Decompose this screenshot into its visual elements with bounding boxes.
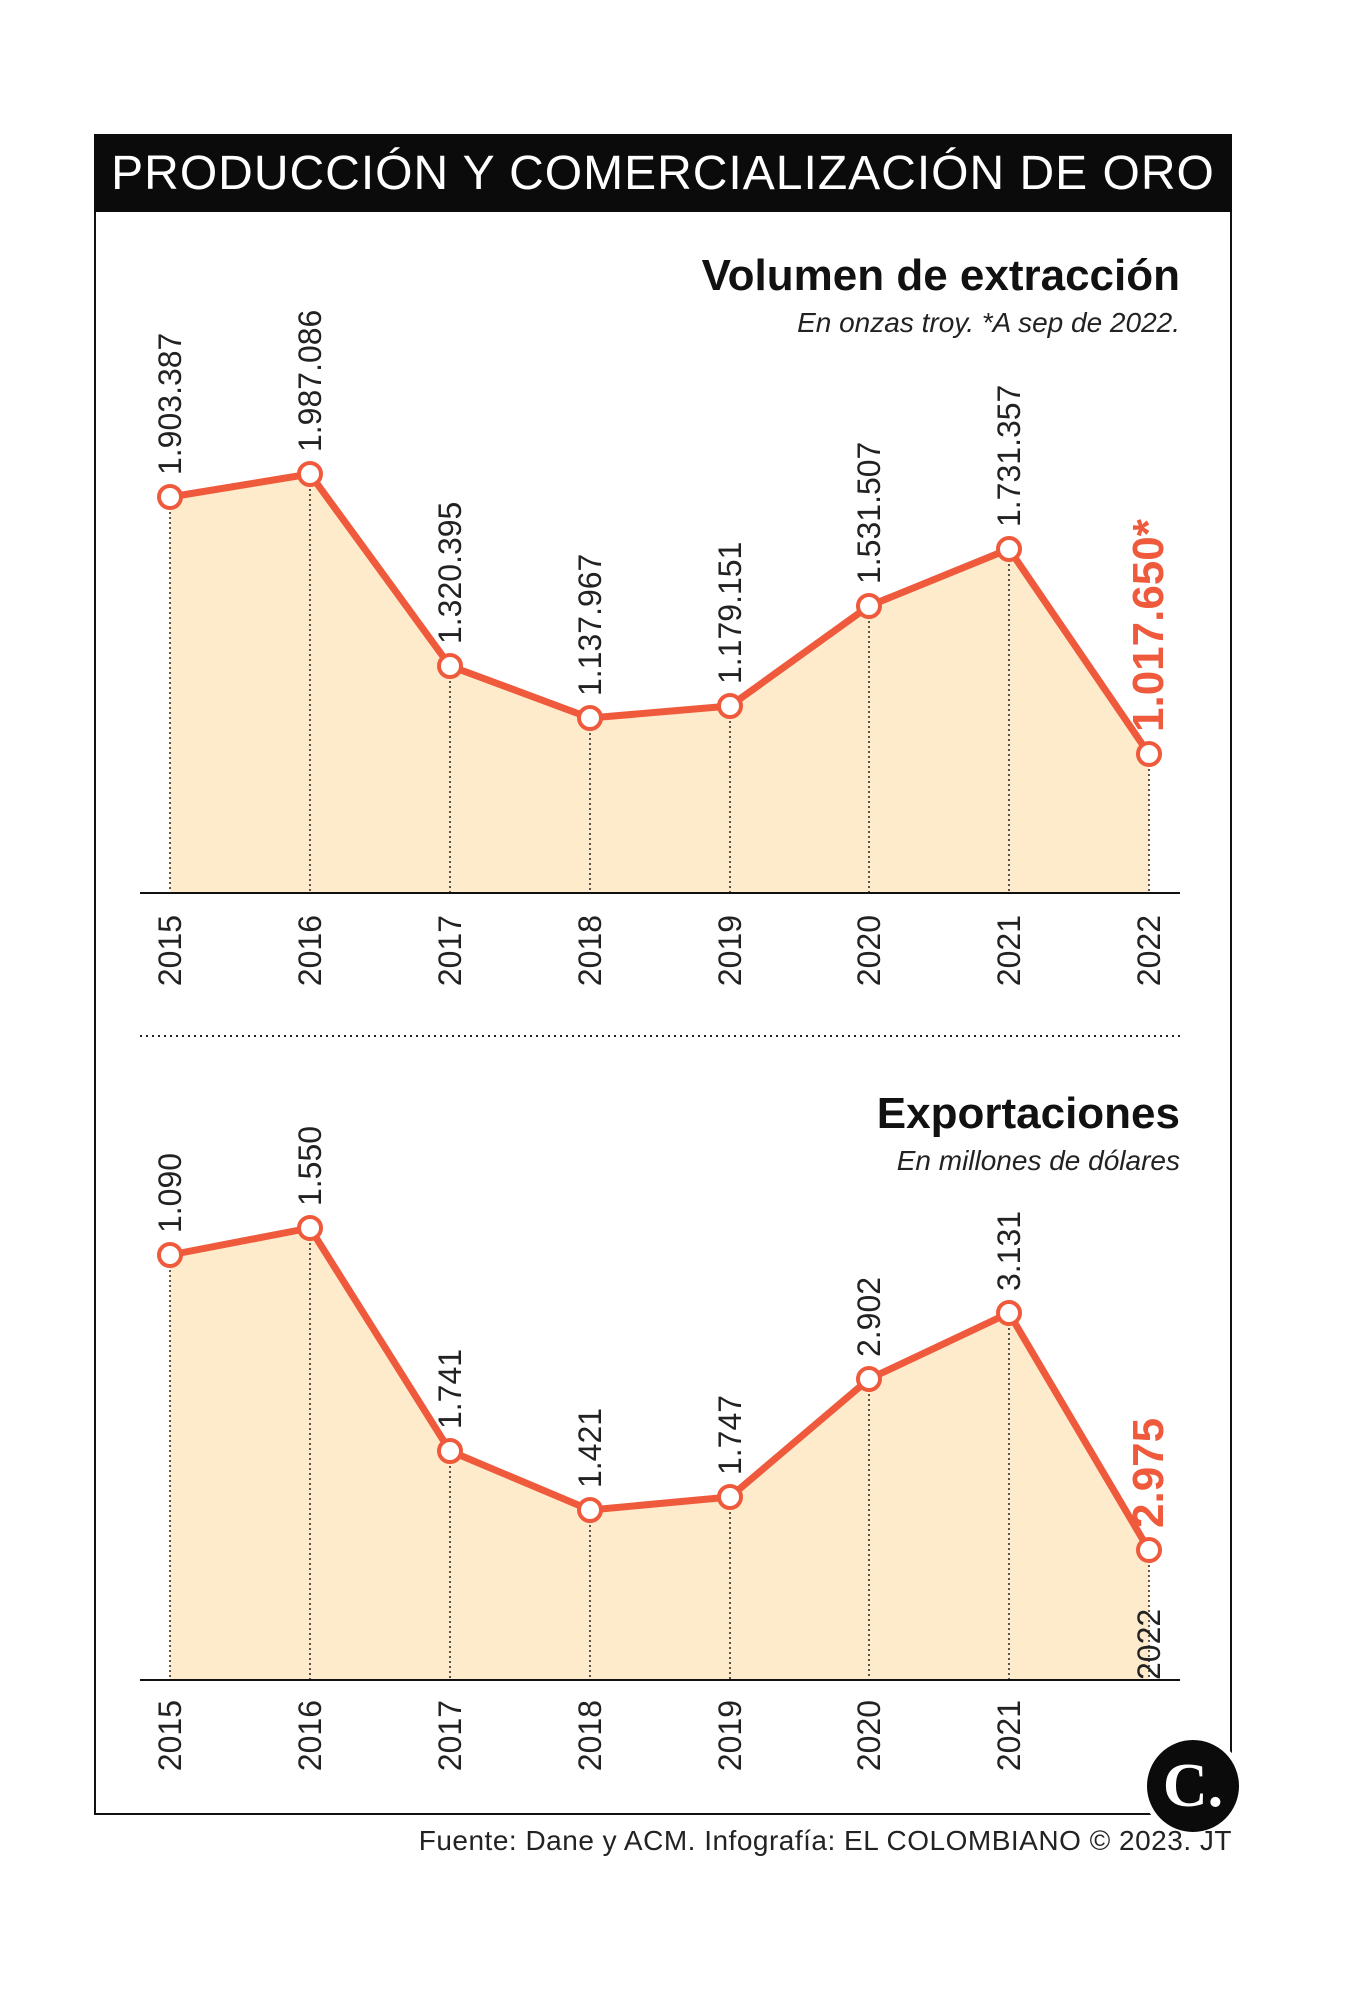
- x-tick-label: 2021: [991, 1700, 1027, 1771]
- value-label: 1.731.357: [991, 385, 1027, 527]
- value-label: 1.987.086: [292, 310, 328, 452]
- data-point: [856, 593, 882, 619]
- data-point: [437, 1438, 463, 1464]
- value-label: 1.741: [432, 1349, 468, 1429]
- data-point: [717, 693, 743, 719]
- x-tick-label: 2016: [292, 1700, 328, 1771]
- value-label: 1.903.387: [152, 333, 188, 475]
- chart-title: Volumen de extracción: [702, 251, 1180, 300]
- x-tick-label: 2020: [851, 1700, 887, 1771]
- data-point: [157, 484, 183, 510]
- source-credit: Fuente: Dane y ACM. Infografía: EL COLOM…: [418, 1825, 1232, 1856]
- x-tick-label: 2019: [712, 1700, 748, 1771]
- series-line: [166, 470, 1153, 758]
- chart-2: Exportaciones En millones de dólares 1.090…: [140, 1089, 1180, 1771]
- highlight-value-label: 2.975: [1124, 1418, 1173, 1528]
- data-point: [297, 461, 323, 487]
- x-tick-label: 2021: [991, 915, 1027, 986]
- el-colombiano-logo: C.: [1142, 1735, 1244, 1837]
- data-point: [157, 1242, 183, 1268]
- value-label: 1.531.507: [851, 442, 887, 584]
- x-tick-label: 2015: [152, 1700, 188, 1771]
- data-point: [577, 1497, 603, 1523]
- chart-subtitle: En onzas troy. *A sep de 2022.: [797, 307, 1180, 338]
- area-fill: [170, 1228, 1149, 1680]
- x-tick-label: 2017: [432, 1700, 468, 1771]
- value-label: 3.131: [991, 1211, 1027, 1291]
- data-point: [1136, 741, 1162, 767]
- data-point: [1136, 1537, 1162, 1563]
- value-label: 1.090: [152, 1153, 188, 1233]
- value-label: 2.902: [851, 1277, 887, 1357]
- x-tick-label: 2022: [1131, 1609, 1167, 1680]
- x-tick-label: 2018: [572, 1700, 608, 1771]
- data-point: [856, 1366, 882, 1392]
- x-tick-label: 2022: [1131, 915, 1167, 986]
- value-label: 1.320.395: [432, 502, 468, 644]
- chart-1: Volumen de extracción En onzas troy. *A s…: [140, 251, 1180, 986]
- page-title: PRODUCCIÓN Y COMERCIALIZACIÓN DE ORO: [94, 134, 1232, 212]
- x-tick-label: 2015: [152, 915, 188, 986]
- chart-title: Exportaciones: [877, 1089, 1180, 1138]
- data-point: [577, 705, 603, 731]
- x-tick-label: 2016: [292, 915, 328, 986]
- value-label: 1.747: [712, 1395, 748, 1475]
- value-label: 1.421: [572, 1408, 608, 1488]
- value-label: 1.179.151: [712, 542, 748, 684]
- data-point: [996, 1300, 1022, 1326]
- series-line: [166, 1224, 1153, 1554]
- data-point: [297, 1215, 323, 1241]
- chart-subtitle: En millones de dólares: [897, 1145, 1180, 1176]
- data-point: [717, 1484, 743, 1510]
- highlight-value-label: 1.017.650*: [1124, 518, 1173, 732]
- x-tick-label: 2020: [851, 915, 887, 986]
- value-label: 1.550: [292, 1126, 328, 1206]
- area-fill: [170, 474, 1149, 893]
- x-tick-label: 2019: [712, 915, 748, 986]
- x-tick-label: 2018: [572, 915, 608, 986]
- x-tick-label: 2017: [432, 915, 468, 986]
- data-point: [996, 536, 1022, 562]
- data-point: [437, 653, 463, 679]
- value-label: 1.137.967: [572, 554, 608, 696]
